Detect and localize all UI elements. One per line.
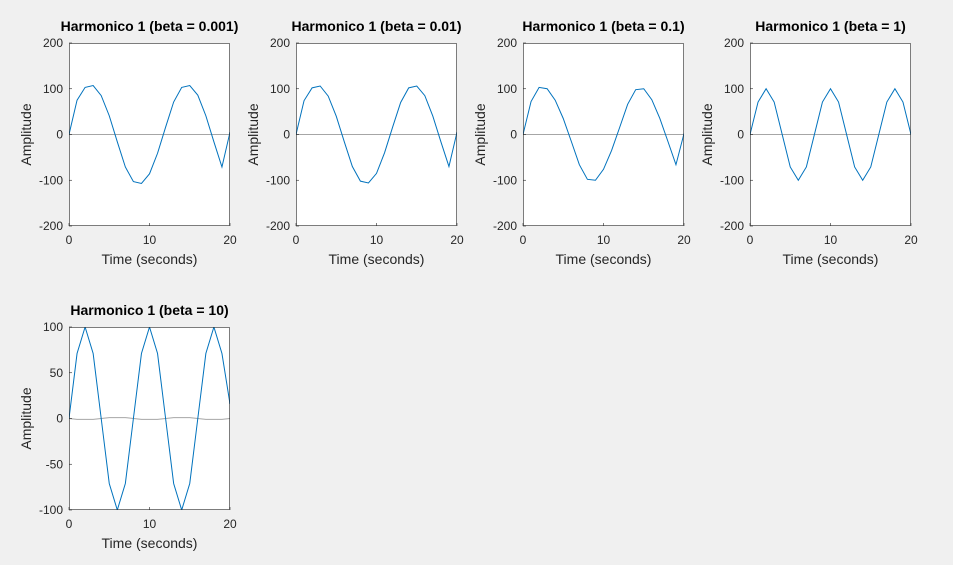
x-tick-label: 20 [223,517,237,531]
y-tick-label: 200 [724,36,744,50]
x-tick-label: 0 [66,233,73,247]
y-tick-label: -200 [493,219,517,233]
y-axis-label: Amplitude [18,387,34,449]
x-axis-label: Time (seconds) [329,251,425,267]
y-tick-label: -100 [39,503,63,517]
y-tick-label: 100 [724,82,744,96]
x-tick-label: 10 [143,233,157,247]
y-tick-label: 100 [43,82,63,96]
subplot-4: 0 10 20 -200 -100 0 100 200 Harmonico 1 (beta = … [699,18,918,267]
x-axis-label: Time (seconds) [556,251,652,267]
y-tick-label: -100 [39,173,63,187]
x-tick-label: 20 [677,233,691,247]
x-tick-label: 20 [450,233,464,247]
y-tick-label: -100 [493,173,517,187]
x-tick-label: 0 [520,233,527,247]
x-axis-label: Time (seconds) [102,251,198,267]
y-tick-label: 50 [50,366,64,380]
x-tick-label: 0 [66,517,73,531]
y-tick-label: -100 [720,173,744,187]
x-axis-label: Time (seconds) [783,251,879,267]
y-tick-label: 100 [270,82,290,96]
series-line-1 [523,86,684,181]
y-tick-label: -100 [266,173,290,187]
x-tick-label: 10 [597,233,611,247]
y-tick-label: -200 [266,219,290,233]
x-tick-label: 10 [143,517,157,531]
y-tick-label: 0 [737,128,744,142]
y-tick-label: 100 [497,82,517,96]
y-tick-label: 200 [270,36,290,50]
y-tick-label: -200 [39,219,63,233]
series-line-1 [69,327,230,510]
y-tick-label: 0 [510,128,517,142]
y-tick-label: 200 [497,36,517,50]
series-line-2 [69,417,230,420]
subplot-1: 0 10 20 -200 -100 0 100 200 Harmonico 1 (beta = … [18,18,238,267]
x-tick-label: 20 [223,233,237,247]
subplot-title: Harmonico 1 (beta = 10) [70,302,228,318]
series-line-1 [69,84,230,185]
y-tick-label: 0 [56,128,63,142]
series-line-1 [750,87,911,182]
subplot-title: Harmonico 1 (beta = 0.01) [291,18,461,34]
subplot-title: Harmonico 1 (beta = 0.1) [522,18,684,34]
x-axis-label: Time (seconds) [102,535,198,551]
series-line-1 [296,85,457,184]
x-tick-label: 20 [904,233,918,247]
y-axis-label: Amplitude [472,103,488,165]
subplot-5: 0 10 20 -100 -50 0 50 100 Harmonico 1 (beta = 10… [18,302,237,551]
plot-area [69,327,230,510]
y-tick-label: -50 [46,457,64,471]
subplot-3: 0 10 20 -200 -100 0 100 200 Harmonico 1 (beta = … [472,18,691,267]
y-axis-label: Amplitude [699,103,715,165]
x-tick-label: 10 [824,233,838,247]
subplot-title: Harmonico 1 (beta = 1) [755,18,906,34]
y-tick-label: 0 [56,412,63,426]
y-tick-label: -200 [720,219,744,233]
x-tick-label: 10 [370,233,384,247]
y-tick-label: 200 [43,36,63,50]
x-tick-label: 0 [747,233,754,247]
subplot-title: Harmonico 1 (beta = 0.001) [61,18,239,34]
y-tick-label: 0 [283,128,290,142]
y-tick-label: 100 [43,320,63,334]
y-axis-label: Amplitude [18,103,34,165]
x-tick-label: 0 [293,233,300,247]
y-axis-label: Amplitude [245,103,261,165]
